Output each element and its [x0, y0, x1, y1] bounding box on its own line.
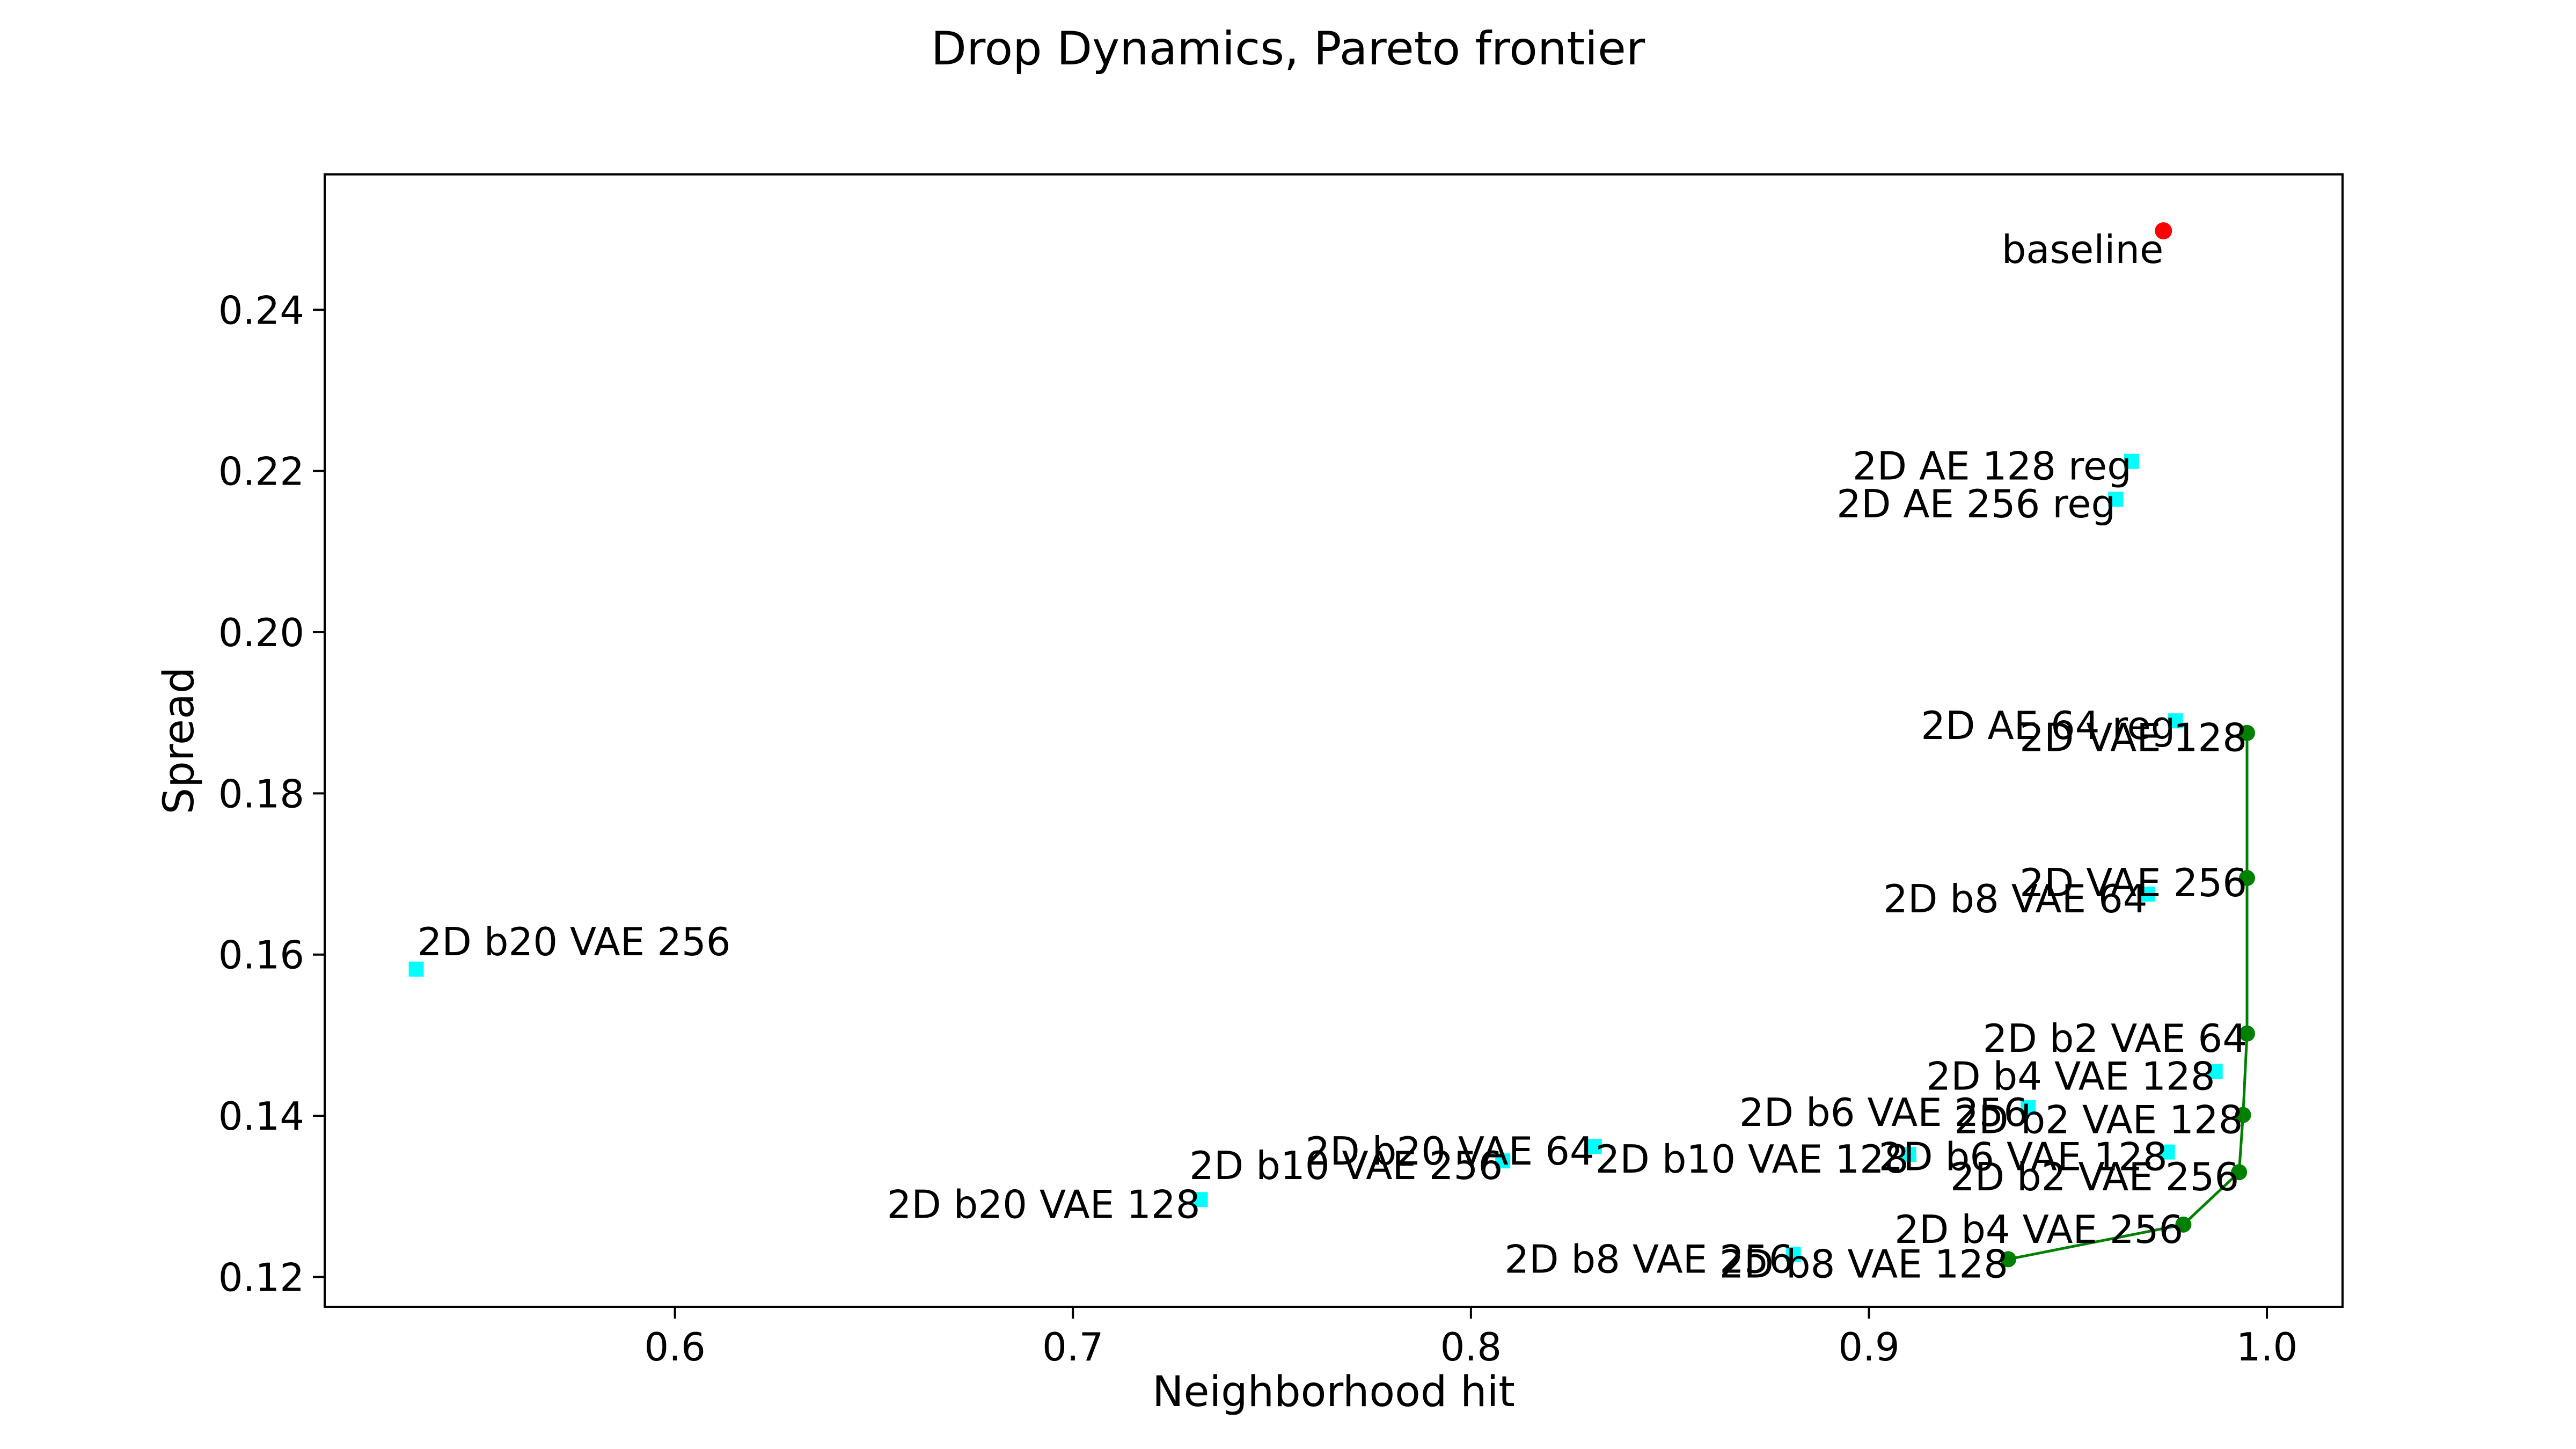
scatter-point: [2140, 887, 2155, 902]
point-label: 2D b20 VAE 64: [1306, 1129, 1594, 1174]
point-label: baseline: [2002, 227, 2164, 272]
point-label: 2D AE 128 reg: [1853, 444, 2132, 489]
point-label: 2D b2 VAE 256: [1950, 1154, 2239, 1199]
point-label: 2D b4 VAE 128: [1926, 1053, 2215, 1099]
x-tick-label: 0.9: [1838, 1324, 1900, 1370]
scatter-point: [2168, 713, 2183, 729]
y-axis: 0.12 0.14 0.16 0.18 0.20 0.22 0.24: [218, 288, 325, 1300]
x-axis-title: Neighborhood hit: [1152, 1368, 1515, 1416]
plot-area: [324, 173, 2344, 1308]
point-label: 2D b2 VAE 64: [1983, 1016, 2247, 1061]
scatter-point: [408, 961, 424, 977]
point-label: 2D b10 VAE 128: [1596, 1137, 1909, 1182]
point-label: 2D AE 64 reg: [1921, 703, 2175, 748]
point-label: 2D b8 VAE 128: [1719, 1241, 2008, 1286]
frontier-point: [2231, 1164, 2248, 1181]
scatter-point: [1785, 1247, 1801, 1262]
point-label: 2D b20 VAE 256: [418, 919, 731, 964]
point-label: 2D b6 VAE 128: [1878, 1135, 2167, 1180]
scatter-point: [1192, 1192, 1208, 1208]
x-tick-label: 0.7: [1042, 1324, 1104, 1370]
baseline-point: [2155, 222, 2172, 240]
point-label: 2D b4 VAE 256: [1894, 1207, 2183, 1252]
point-label: 2D VAE 128: [2019, 715, 2247, 760]
frontier-point: [2239, 724, 2256, 741]
y-tick-label: 0.22: [218, 449, 304, 494]
point-label: 2D b20 VAE 128: [887, 1182, 1200, 1227]
frontier-point: [2239, 870, 2256, 887]
frontier-point: [2175, 1216, 2192, 1233]
y-tick-label: 0.16: [218, 933, 304, 978]
point-label: 2D AE 256 reg: [1836, 481, 2116, 526]
frontier-point: [2235, 1107, 2251, 1123]
y-tick-label: 0.14: [218, 1094, 304, 1139]
x-axis: 0.6 0.7 0.8 0.9 1.0: [644, 1307, 2297, 1370]
points: [408, 222, 2256, 1268]
scatter-point: [1901, 1147, 1916, 1162]
point-label: 2D b2 VAE 128: [1954, 1097, 2243, 1143]
scatter-point: [2021, 1100, 2036, 1116]
y-tick-label: 0.20: [218, 610, 304, 655]
x-tick-label: 0.8: [1440, 1324, 1502, 1370]
point-label: 2D b8 VAE 64: [1883, 876, 2147, 921]
frontier-point: [2000, 1251, 2017, 1268]
point-label: 2D b6 VAE 256: [1739, 1090, 2028, 1135]
scatter-point: [1495, 1153, 1511, 1169]
frontier-point: [2239, 1025, 2256, 1042]
scatter-point: [2160, 1144, 2175, 1160]
point-label: 2D b8 VAE 256: [1504, 1236, 1793, 1282]
scatter-point: [1586, 1139, 1602, 1154]
x-tick-label: 0.6: [644, 1324, 706, 1370]
point-label: 2D b10 VAE 256: [1189, 1143, 1503, 1188]
y-axis-title: Spread: [155, 667, 203, 815]
scatter-point: [2108, 492, 2124, 507]
point-label: 2D VAE 256: [2019, 860, 2247, 905]
scatter-point: [2124, 453, 2139, 469]
y-tick-label: 0.24: [218, 288, 304, 333]
y-tick-label: 0.12: [218, 1255, 304, 1300]
chart-title: Drop Dynamics, Pareto frontier: [931, 22, 1645, 76]
y-tick-label: 0.18: [218, 771, 304, 816]
scatter-point: [2207, 1064, 2223, 1079]
x-tick-label: 1.0: [2236, 1324, 2298, 1370]
